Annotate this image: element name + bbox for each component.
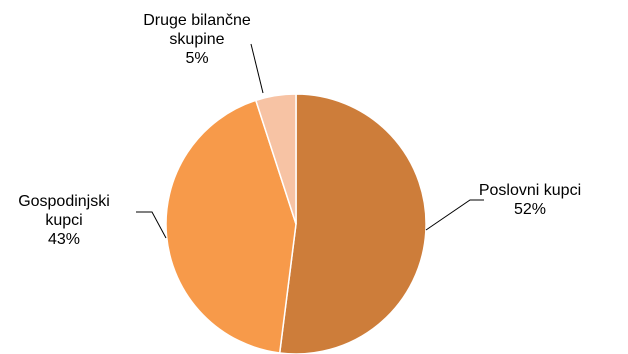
slice-category-label: Druge bilančne [143,12,251,29]
leader-line-poslovni-kupci [425,199,484,231]
slice-category-label: Poslovni kupci [478,182,582,199]
slice-value-label: 52% [513,201,547,218]
slice-label-poslovni-kupci: Poslovni kupci 52% [478,181,582,219]
slice-category-label-line-2: kupci [45,212,83,229]
slice-label-gospodinjski-kupci: Gospodinjski kupci 43% [5,192,123,249]
slice-value-label: 5% [185,50,209,67]
slice-category-label: Gospodinjski [18,193,110,210]
leader-line-druge-bilancne-skupine [250,43,264,94]
pie-slice-druge-bilancne-skupine [254,93,297,225]
slice-category-label-line-2: skupine [169,31,225,48]
leader-line-gospodinjski-kupci [136,211,167,239]
slice-value-label: 43% [47,231,81,248]
pie-slice-poslovni-kupci [278,93,427,354]
slice-label-druge-bilancne-skupine: Druge bilančne skupine 5% [117,11,277,68]
pie-slice-gospodinjski-kupci [165,99,297,354]
